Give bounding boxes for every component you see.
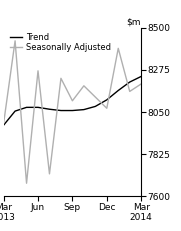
Trend xyxy=(94,105,96,108)
Seasonally Adjusted xyxy=(26,182,28,185)
Seasonally Adjusted xyxy=(48,173,50,175)
Seasonally Adjusted xyxy=(37,70,39,72)
Trend xyxy=(26,106,28,109)
Seasonally Adjusted xyxy=(3,122,5,125)
Legend: Trend, Seasonally Adjusted: Trend, Seasonally Adjusted xyxy=(9,32,112,53)
Trend xyxy=(140,75,142,78)
Trend xyxy=(3,124,5,127)
Trend xyxy=(48,108,50,111)
Seasonally Adjusted xyxy=(129,90,131,93)
Seasonally Adjusted xyxy=(60,77,62,80)
Trend xyxy=(14,110,16,112)
Text: $m: $m xyxy=(127,17,141,26)
Trend xyxy=(117,89,119,92)
Trend xyxy=(60,109,62,112)
Line: Seasonally Adjusted: Seasonally Adjusted xyxy=(4,41,141,183)
Trend xyxy=(129,81,131,83)
Trend xyxy=(37,106,39,109)
Trend xyxy=(83,108,85,111)
Seasonally Adjusted xyxy=(83,84,85,87)
Line: Trend: Trend xyxy=(4,76,141,125)
Seasonally Adjusted xyxy=(106,107,108,110)
Seasonally Adjusted xyxy=(14,40,16,42)
Seasonally Adjusted xyxy=(140,82,142,85)
Trend xyxy=(106,98,108,101)
Seasonally Adjusted xyxy=(117,47,119,50)
Trend xyxy=(71,109,73,112)
Seasonally Adjusted xyxy=(94,96,96,98)
Seasonally Adjusted xyxy=(71,99,73,102)
